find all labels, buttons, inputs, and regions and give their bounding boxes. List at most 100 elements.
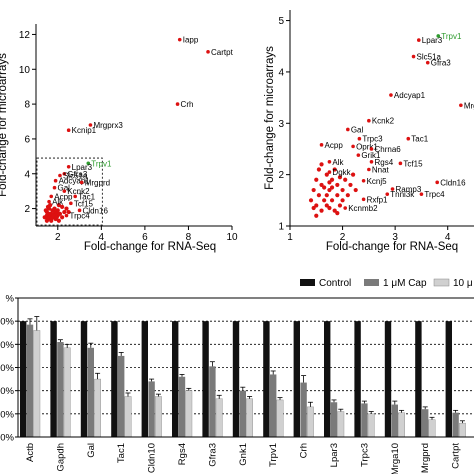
- bar-lpar3-series-1: [330, 402, 338, 437]
- b-cluster-point: [319, 182, 324, 188]
- panel-a-y-axis-label: Fold-change for microarrays: [0, 53, 9, 197]
- b-cluster-point: [335, 211, 340, 216]
- panel-b-x-axis-label: Fold-change for RNA-Seq: [326, 241, 458, 253]
- bar-rgs4-series-0: [172, 321, 179, 437]
- scatter-panel-rna-vs-microarray-full: 2 4 6 8 10 2 4 6 8 10 12 Iapp Cartpt Crh Mrgprx3Kcnip…: [0, 24, 238, 253]
- legend-swatch-2: [433, 278, 450, 287]
- bar-gal-series-2: [94, 378, 102, 438]
- bar-lpar3-series-2: [337, 411, 345, 438]
- b-y-tick-label: 4: [278, 67, 284, 78]
- b-point-tcf15: [398, 161, 403, 166]
- panel-c-y-tick-label: 0%: [0, 409, 14, 420]
- bar-cldn10-series-0: [141, 321, 148, 437]
- b-point-oprk1: [351, 144, 355, 149]
- bar-rgs4-series-1: [178, 376, 186, 437]
- a-point-cldn16: [77, 208, 82, 213]
- bar-tac1-series-2: [124, 396, 132, 438]
- panel-c-y-tick-label: 0%: [0, 386, 14, 397]
- a-point-trpc4: [64, 213, 69, 218]
- bar-crh-series-1: [300, 382, 307, 437]
- a-cluster-point: [60, 215, 65, 220]
- bar-mrgprd-series-0: [415, 321, 422, 437]
- bar-crh-series-0: [293, 321, 300, 437]
- a-point-label-alk: Alk: [52, 198, 64, 207]
- a-point-label-adcyap1: Adcyap1: [59, 177, 91, 186]
- a-point-cartpt: [206, 50, 210, 54]
- x-label-tac1: Tac1: [116, 443, 127, 463]
- b-cluster-point: [322, 185, 327, 190]
- b-point-alk: [327, 160, 332, 164]
- b-point-trpc3: [357, 136, 362, 141]
- b-point-label-grik1: Grik1: [361, 151, 381, 160]
- b-cluster-point: [329, 185, 335, 190]
- a-point-label-tcf15: Tcf15: [74, 199, 94, 208]
- a-point-mrgprd: [79, 180, 84, 185]
- bar-legend: Control 1 μM Cap 10 μ: [300, 278, 473, 289]
- a-point-acpp: [49, 194, 54, 199]
- b-point-label-kcnmb2: Kcnmb2: [348, 204, 378, 213]
- a-x-tick-label: 2: [55, 232, 61, 243]
- a-cluster-point: [56, 218, 61, 223]
- legend-label-1: 1 μM Cap: [383, 278, 427, 289]
- b-x-tick-label: 1: [287, 232, 293, 243]
- a-point-iapp: [177, 37, 182, 42]
- a-cluster-point: [56, 203, 61, 208]
- b-point-label-tac1: Tac1: [411, 135, 428, 144]
- a-cluster-point: [52, 206, 57, 211]
- bar-mrga10-series-0: [384, 321, 392, 437]
- b-cluster-point: [340, 198, 345, 203]
- b-point-label-rgs4: Rgs4: [374, 158, 393, 167]
- bar-trpc3-series-0: [354, 321, 361, 437]
- b-point-lpar3: [417, 38, 421, 42]
- bar-mrgprd-series-2: [428, 419, 436, 438]
- x-label-crh: Crh: [299, 443, 310, 458]
- bar-gapdh-series-0: [50, 321, 57, 437]
- b-point-label-dgkk: Dgkk: [332, 168, 351, 177]
- b-point-tnni3k: [385, 192, 390, 196]
- a-point-label-trpv1: Trpv1: [91, 159, 112, 168]
- b-cluster-point: [319, 162, 324, 167]
- b-point-ramp3: [390, 187, 395, 191]
- x-label-gfra3: Gfra3: [207, 443, 218, 467]
- b-x-tick-label: 3: [392, 232, 398, 243]
- a-point-gal: [52, 185, 57, 190]
- bar-trpv1-series-1: [270, 374, 277, 437]
- a-cluster-point: [55, 208, 60, 213]
- b-cluster-point: [327, 180, 332, 185]
- a-point-lpar3: [66, 164, 71, 169]
- b-cluster-point: [311, 187, 316, 193]
- a-point-label-acpp: Acpp: [54, 192, 73, 201]
- a-point-kcnk2: [62, 189, 67, 193]
- bar-actb-series-1: [26, 324, 34, 437]
- legend-swatch-1: [364, 279, 379, 286]
- bar-cartpt-series-2: [459, 422, 466, 438]
- a-point-label-tac1: Tac1: [78, 192, 95, 201]
- b-point-label-slc51a: Slc51a: [417, 53, 442, 62]
- bar-trpv1-series-0: [263, 321, 270, 437]
- b-point-label-acpp: Acpp: [325, 141, 344, 150]
- a-point-label-mrgprx3: Mrgprx3: [93, 121, 123, 130]
- a-point-label-gal: Gal: [58, 184, 71, 193]
- a-cluster-point: [60, 204, 65, 209]
- b-cluster-point: [332, 208, 337, 213]
- bar-gnk1-series-2: [246, 398, 253, 438]
- bar-gfra3-series-1: [209, 366, 216, 437]
- bar-panel-expression-percent: Control 1 μM Cap 10 μ 0% 0% 0% 0% 0% 0%% Actb Ga…: [0, 278, 474, 474]
- a-point-crh: [175, 102, 180, 106]
- bar-mrga10-series-1: [391, 404, 398, 437]
- b-cluster-point: [332, 167, 337, 172]
- b-point-label-kcnk2: Kcnk2: [372, 117, 395, 126]
- panel-a-inset-box: [36, 157, 103, 226]
- a-point-tcf15: [69, 201, 73, 206]
- b-y-tick-label: 1: [278, 222, 284, 233]
- b-cluster-point: [329, 198, 335, 203]
- a-point-label-crh: Crh: [181, 100, 194, 109]
- b-cluster-point: [314, 213, 319, 218]
- b-cluster-point: [340, 187, 345, 193]
- a-cluster-point: [49, 216, 54, 222]
- b-cluster-point: [324, 172, 329, 177]
- bar-gfra3-series-0: [202, 321, 209, 437]
- b-point-rgs4: [369, 160, 374, 164]
- b-point-label-cldn16: Cldn16: [440, 178, 466, 187]
- b-cluster-point: [329, 177, 335, 182]
